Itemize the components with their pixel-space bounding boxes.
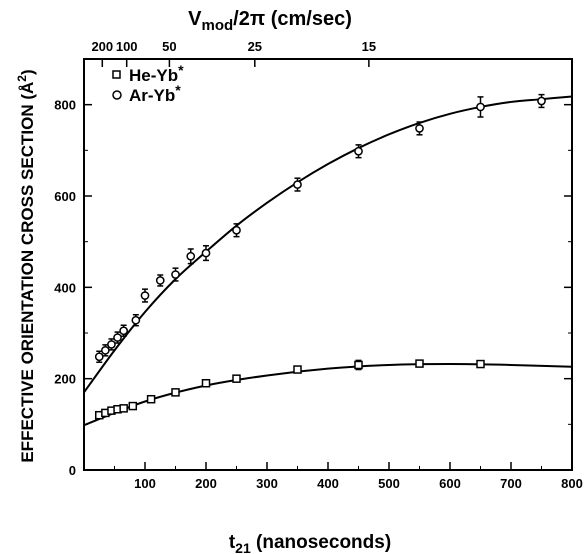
legend-label-ar-yb: Ar-Yb* <box>129 82 181 105</box>
y-axis-title: EFFECTIVE ORIENTATION CROSS SECTION (Å2) <box>15 69 37 462</box>
fit-curve-he-yb <box>83 363 573 427</box>
data-point-he-yb <box>354 360 363 370</box>
axes: 100 200 300 400 500 600 700 8000200400600800200… <box>54 39 583 491</box>
x-tick-label: 700 <box>500 476 522 491</box>
x-tick-label: 400 <box>317 476 339 491</box>
y-tick-label: 600 <box>54 189 76 204</box>
data-point-he-yb <box>415 359 424 368</box>
data-point-he-yb <box>232 374 241 383</box>
data-point-ar-yb <box>293 180 302 189</box>
data-point-ar-yb <box>186 251 196 261</box>
top-tick-label: 15 <box>362 39 376 54</box>
fit-curves <box>83 95 573 427</box>
data-point-ar-yb <box>476 102 485 112</box>
data-point-ar-yb <box>354 146 363 156</box>
y-tick-label: 400 <box>54 280 76 295</box>
data-point-he-yb <box>293 365 302 374</box>
plot-frame <box>83 58 573 471</box>
x-tick-label: 800 <box>561 476 583 491</box>
top-tick-label: 25 <box>248 39 262 54</box>
data-point-ar-yb <box>537 96 546 106</box>
data-point-ar-yb <box>415 124 424 133</box>
legend-marker-he-yb <box>112 70 121 79</box>
y-tick-label: 0 <box>69 463 76 478</box>
top-axis-title: Vmod/2π (cm/sec) <box>188 8 352 34</box>
data-point-ar-yb <box>107 340 116 349</box>
top-tick-label: 100 <box>116 39 138 54</box>
data-point-ar-yb <box>113 333 122 342</box>
x-tick-label: 500 <box>378 476 400 491</box>
legend: He-Yb* Ar-Yb* <box>112 62 184 105</box>
data-point-ar-yb <box>131 315 141 325</box>
data-point-he-yb <box>476 359 485 369</box>
data-point-he-yb <box>119 404 128 413</box>
x-axis-title: t21 (nanoseconds) <box>229 532 391 554</box>
data-point-ar-yb <box>101 346 110 355</box>
y-tick-label: 200 <box>54 372 76 387</box>
top-tick-label: 50 <box>162 39 176 54</box>
y-tick-label: 800 <box>54 98 76 113</box>
data-point-he-yb <box>201 378 211 388</box>
x-tick-label: 600 <box>439 476 461 491</box>
data-point-ar-yb <box>155 276 165 285</box>
data-point-he-yb <box>146 394 156 404</box>
data-point-ar-yb <box>232 225 241 235</box>
x-tick-label: 200 <box>195 476 217 491</box>
x-tick-label: 100 <box>134 476 156 491</box>
data-point-ar-yb <box>119 326 129 336</box>
legend-marker-ar-yb <box>112 90 122 100</box>
data-point-ar-yb <box>171 270 180 279</box>
data-point-ar-yb <box>201 248 211 258</box>
legend-label-he-yb: He-Yb* <box>129 62 184 85</box>
data-point-he-yb <box>128 401 138 411</box>
data-points <box>94 93 546 420</box>
x-tick-label: 300 <box>256 476 278 491</box>
top-tick-label: 200 <box>91 39 113 54</box>
fit-curve-ar-yb <box>83 95 573 393</box>
data-point-he-yb <box>171 388 180 397</box>
data-point-ar-yb <box>140 291 150 300</box>
data-point-ar-yb <box>94 352 104 362</box>
